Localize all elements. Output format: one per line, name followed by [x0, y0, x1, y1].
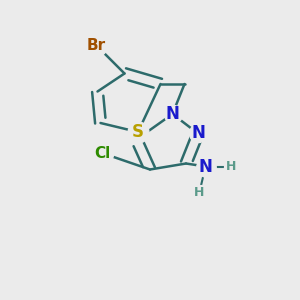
Text: N: N: [199, 158, 212, 175]
Text: H: H: [194, 185, 205, 199]
Text: Cl: Cl: [94, 146, 110, 160]
Text: Br: Br: [86, 38, 106, 52]
Text: N: N: [166, 105, 179, 123]
Text: H: H: [226, 160, 236, 173]
Text: S: S: [132, 123, 144, 141]
Text: N: N: [191, 124, 205, 142]
